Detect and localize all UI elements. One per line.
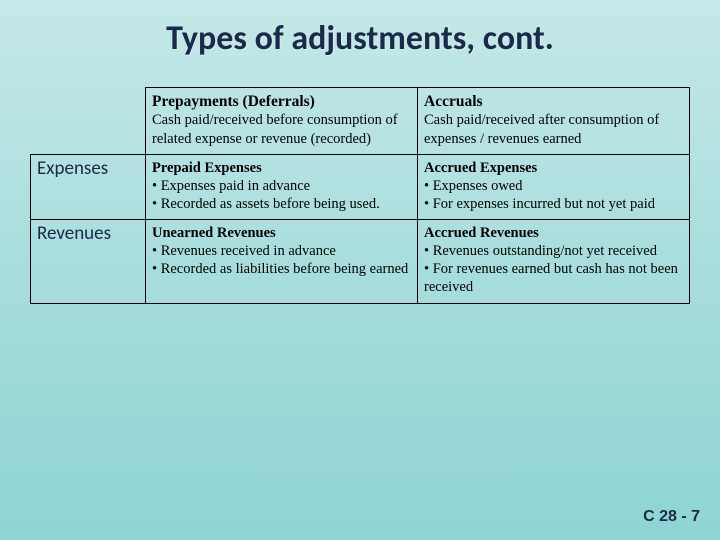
header-prepayments-desc: Cash paid/received before consumption of…	[152, 111, 411, 147]
cell-unearned-revenues: Unearned Revenues • Revenues received in…	[146, 220, 418, 304]
rowhead-expenses: Expenses	[31, 154, 146, 219]
cell-title: Unearned Revenues	[152, 224, 411, 242]
cell-bullet: • Recorded as liabilities before being e…	[152, 260, 411, 278]
cell-title: Prepaid Expenses	[152, 159, 411, 177]
cell-accrued-revenues: Accrued Revenues • Revenues outstanding/…	[418, 220, 690, 304]
cell-bullet: • Expenses paid in advance	[152, 177, 411, 195]
adjustments-table: Prepayments (Deferrals) Cash paid/receiv…	[30, 87, 690, 304]
cell-bullet: • For expenses incurred but not yet paid	[424, 195, 683, 213]
cell-bullet: • Recorded as assets before being used.	[152, 195, 411, 213]
header-empty-cell	[31, 88, 146, 155]
table-row: Expenses Prepaid Expenses • Expenses pai…	[31, 154, 690, 219]
header-prepayments-cell: Prepayments (Deferrals) Cash paid/receiv…	[146, 88, 418, 155]
header-accruals-desc: Cash paid/received after consumption of …	[424, 111, 683, 147]
table-header-row: Prepayments (Deferrals) Cash paid/receiv…	[31, 88, 690, 155]
header-accruals-title: Accruals	[424, 92, 683, 111]
cell-bullet: • Revenues received in advance	[152, 242, 411, 260]
cell-bullet: • Expenses owed	[424, 177, 683, 195]
cell-accrued-expenses: Accrued Expenses • Expenses owed • For e…	[418, 154, 690, 219]
cell-bullet: • Revenues outstanding/not yet received	[424, 242, 683, 260]
header-accruals-cell: Accruals Cash paid/received after consum…	[418, 88, 690, 155]
adjustments-table-wrap: Prepayments (Deferrals) Cash paid/receiv…	[30, 87, 690, 304]
cell-title: Accrued Expenses	[424, 159, 683, 177]
cell-prepaid-expenses: Prepaid Expenses • Expenses paid in adva…	[146, 154, 418, 219]
cell-bullet: • For revenues earned but cash has not b…	[424, 260, 683, 296]
header-prepayments-title: Prepayments (Deferrals)	[152, 92, 411, 111]
rowhead-revenues: Revenues	[31, 220, 146, 304]
slide-title: Types of adjustments, cont.	[0, 0, 720, 59]
cell-title: Accrued Revenues	[424, 224, 683, 242]
table-row: Revenues Unearned Revenues • Revenues re…	[31, 220, 690, 304]
slide-footer: C 28 - 7	[643, 508, 700, 526]
